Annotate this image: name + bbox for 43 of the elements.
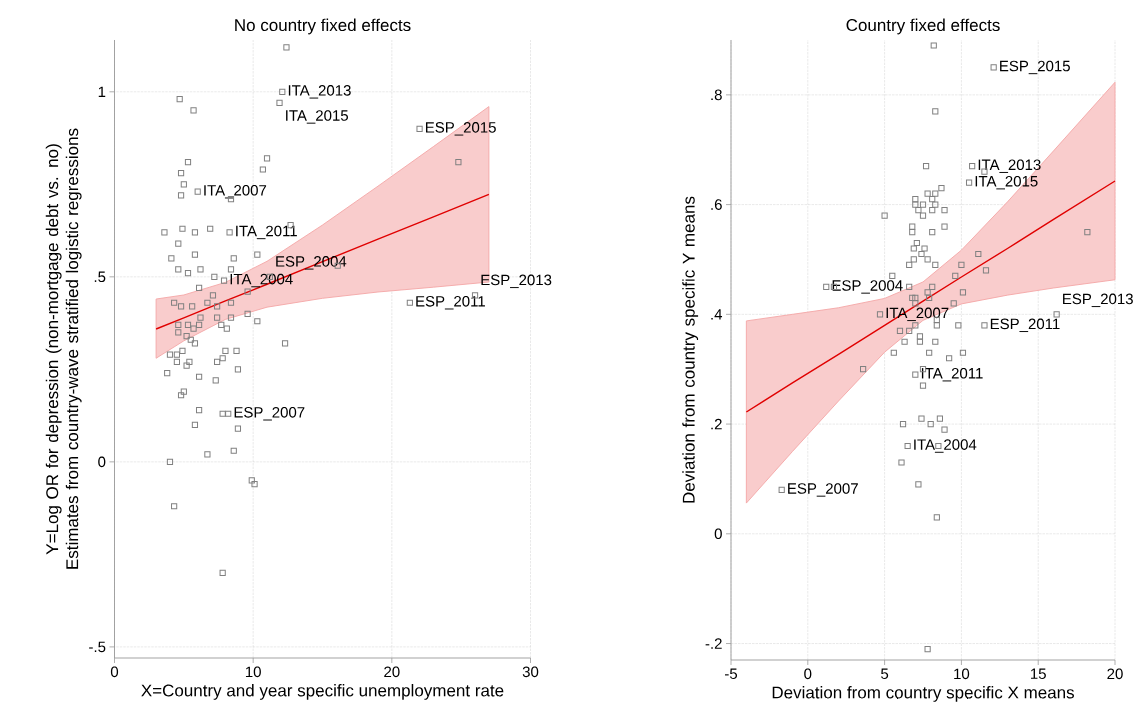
x-tick-label: 0 xyxy=(804,668,812,680)
chart-title: No country fixed effects xyxy=(235,18,411,35)
y-tick-label: 0 xyxy=(98,456,106,468)
y-tick-label: -.2 xyxy=(705,638,722,649)
x-tick-label: 30 xyxy=(522,666,539,678)
y-tick-label: -.5 xyxy=(89,641,106,653)
annotation: ITA_2007 xyxy=(204,184,267,199)
y-tick-label: .4 xyxy=(711,309,723,320)
y-tick-label: 0 xyxy=(714,528,722,540)
y-axis-title: Y=Log OR for depression (non-mortgage debt vs. no) Estimates from country-wave stratified logistic regressions xyxy=(45,128,82,569)
annotation: ESP_2011 xyxy=(416,296,485,310)
chart-title: Country fixed effects xyxy=(846,18,1000,35)
x-axis-title: Deviation from country specific X means xyxy=(772,686,1074,702)
x-tick-label: 10 xyxy=(245,666,261,678)
x-axis-title: X=Country and year specific unemployment rate xyxy=(141,684,504,700)
annotation: ESP_2013 xyxy=(1063,293,1133,308)
y-tick-label: .8 xyxy=(711,89,722,101)
x-tick-label: 20 xyxy=(384,666,400,678)
annotation: ESP_2004 xyxy=(832,280,903,294)
x-tick-label: 20 xyxy=(1107,668,1123,680)
annotation: ESP_2007 xyxy=(788,483,858,497)
y-axis-title: Deviation from country specific Y means xyxy=(682,196,699,503)
annotation: ESP_2011 xyxy=(990,318,1060,333)
x-tick-label: 15 xyxy=(1031,668,1046,679)
y-tick-label: .6 xyxy=(711,199,722,210)
y-tick-label: 1 xyxy=(98,86,106,97)
annotation: ITA_2011 xyxy=(921,367,983,382)
y-tick-label: .5 xyxy=(94,271,106,283)
annotation: ITA_2004 xyxy=(914,439,977,453)
annotation: ESP_2015 xyxy=(1000,60,1070,75)
annotation: ESP_2007 xyxy=(234,407,305,421)
x-tick-label: 0 xyxy=(110,666,119,678)
x-tick-label: 5 xyxy=(881,668,889,679)
annotation: ESP_2015 xyxy=(425,122,496,136)
annotation: ITA_2013 xyxy=(978,159,1041,173)
annotation: ITA_2015 xyxy=(975,175,1038,190)
y-tick-label: .2 xyxy=(711,418,722,430)
x-tick-label: -5 xyxy=(725,668,738,679)
annotation: ITA_2015 xyxy=(286,110,349,124)
annotation: ITA_2013 xyxy=(288,85,351,99)
annotation: ITA_2011 xyxy=(236,225,297,240)
x-tick-label: 10 xyxy=(954,668,970,680)
annotation: ESP_2013 xyxy=(481,274,552,289)
